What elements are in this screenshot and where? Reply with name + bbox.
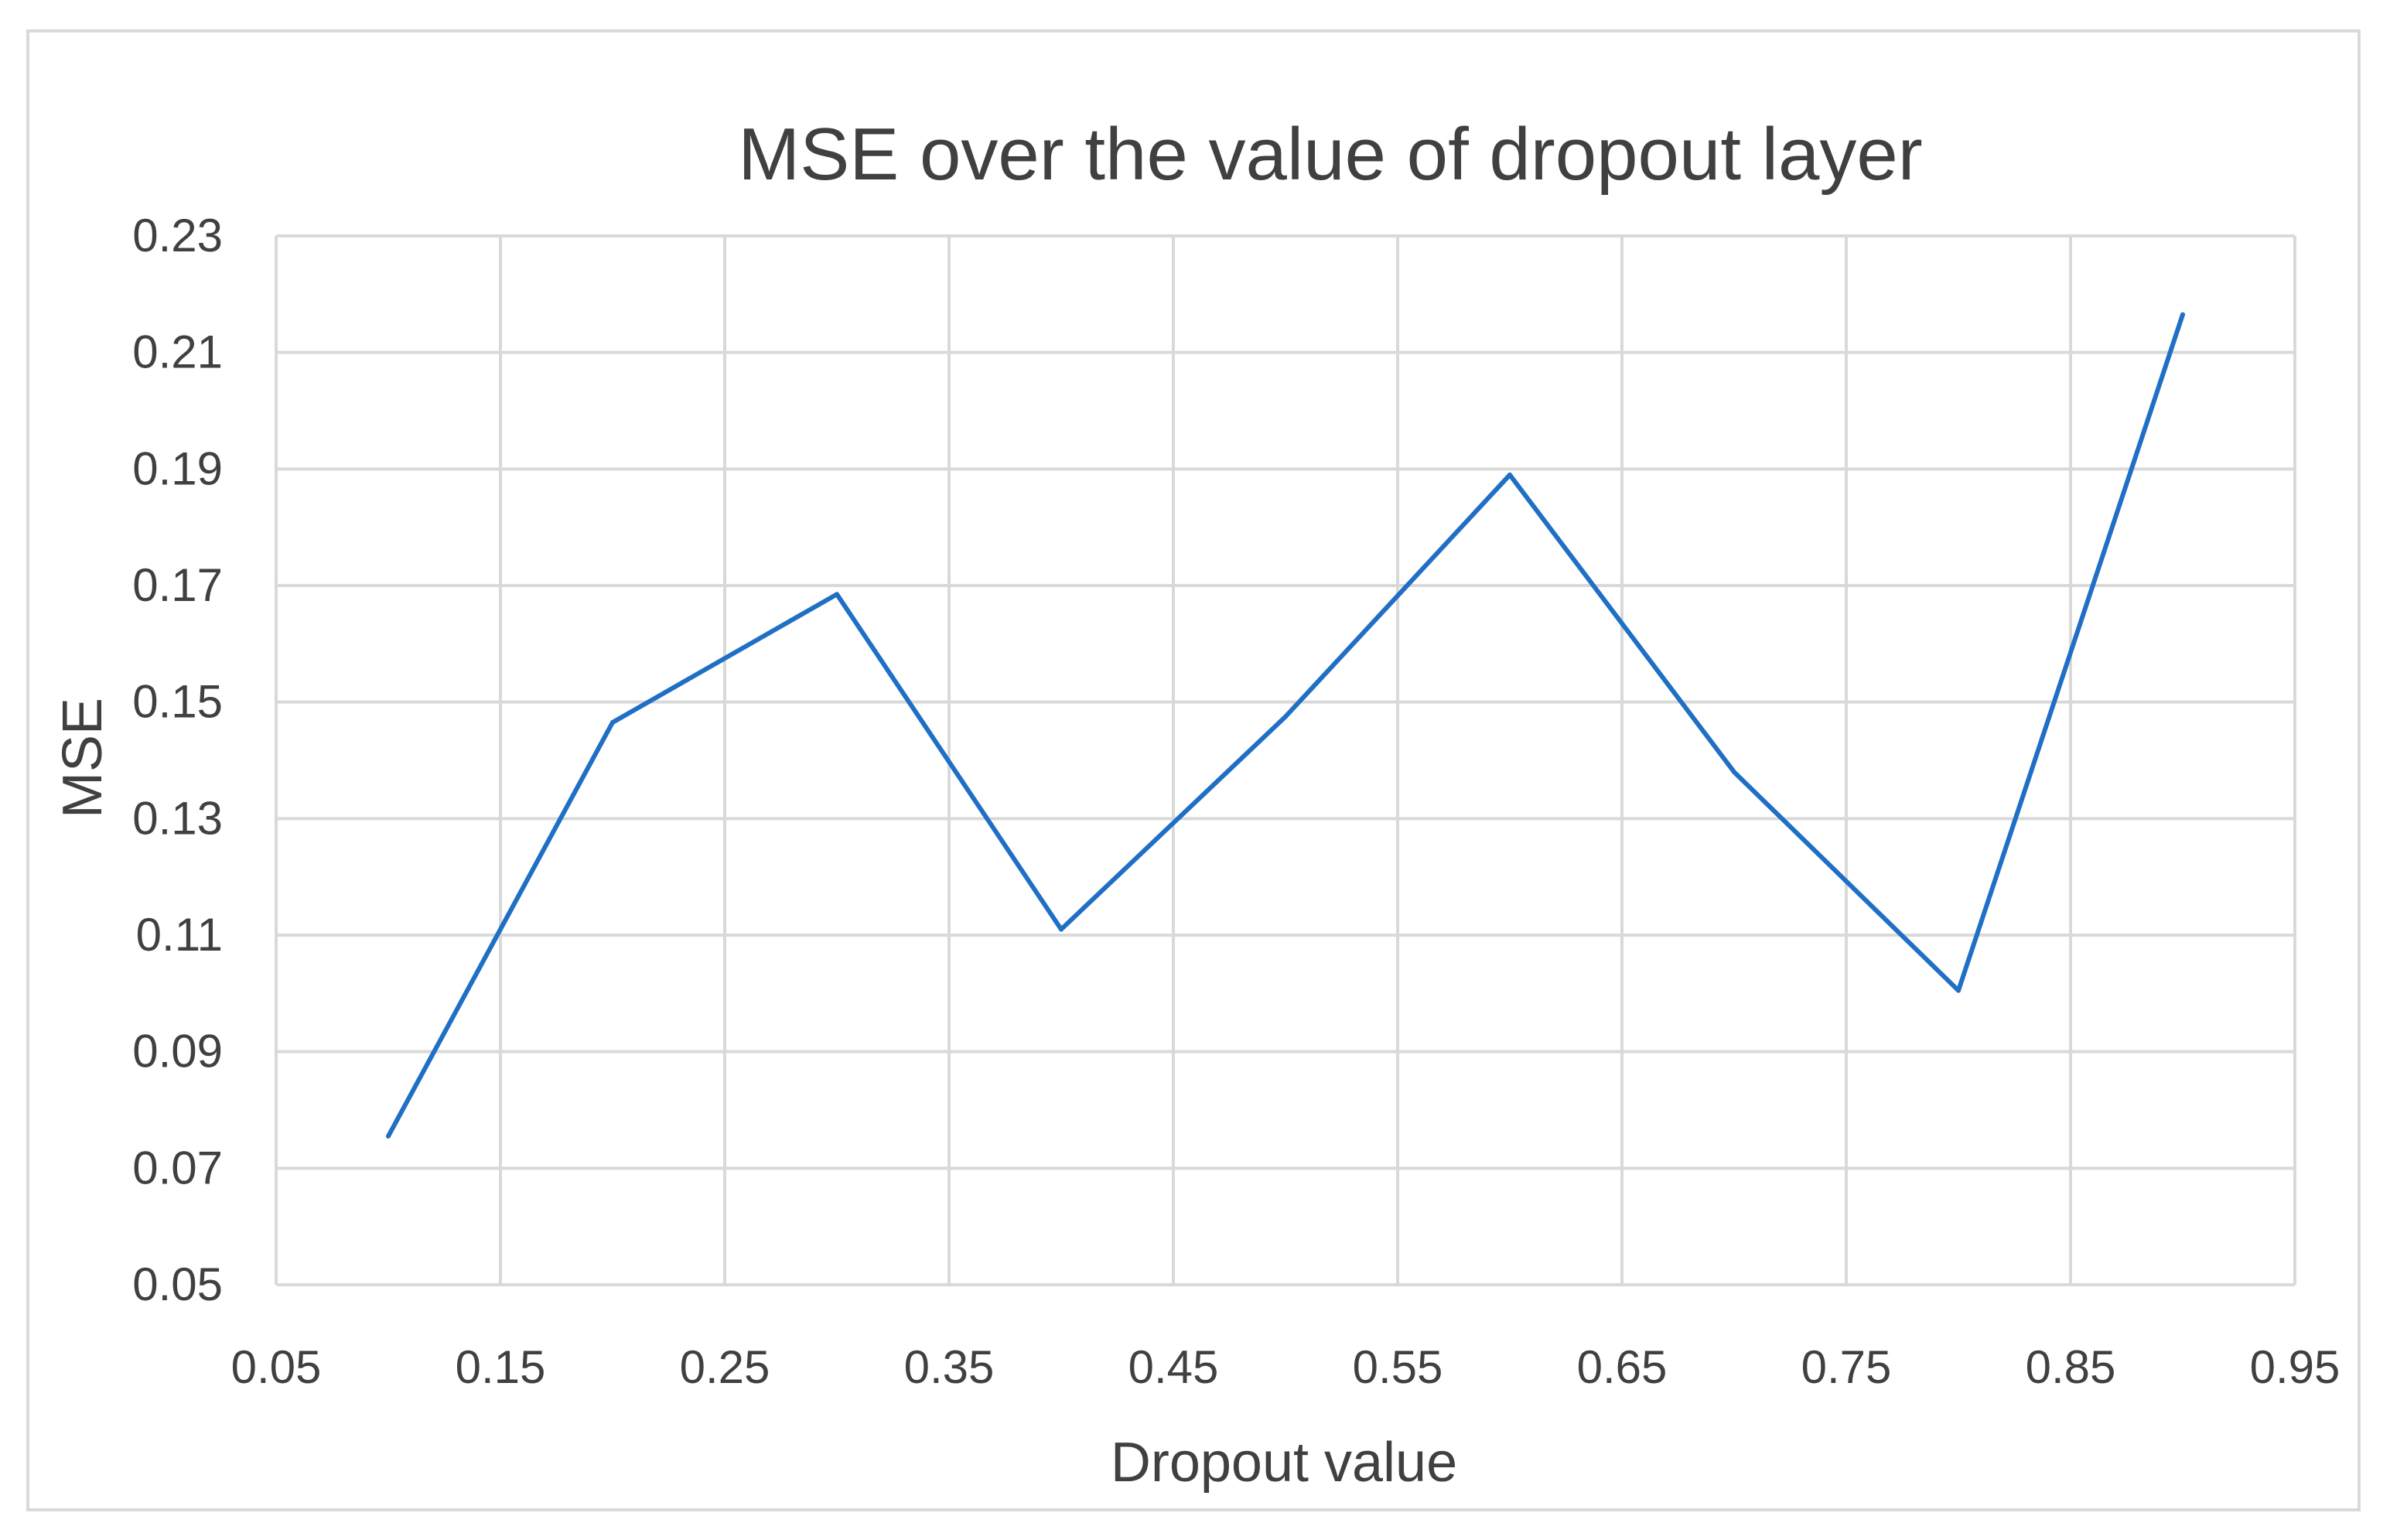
data-point — [386, 1133, 391, 1139]
y-tick-label: 0.17 — [132, 559, 223, 611]
data-point — [1059, 927, 1064, 932]
x-tick-label: 0.15 — [456, 1341, 546, 1393]
series-line — [386, 312, 2185, 1139]
y-tick-label: 0.05 — [132, 1258, 223, 1310]
y-tick-label: 0.15 — [132, 676, 223, 728]
x-tick-label: 0.95 — [2250, 1341, 2340, 1393]
y-tick-label: 0.11 — [136, 909, 223, 961]
data-point — [2180, 312, 2185, 317]
y-tick-label: 0.09 — [132, 1026, 223, 1077]
gridlines — [275, 234, 2296, 1286]
data-point — [1507, 472, 1512, 477]
y-tick-label: 0.19 — [132, 442, 223, 494]
y-axis-title: MSE — [52, 698, 114, 818]
x-tick-label: 0.35 — [904, 1341, 995, 1393]
series-lines — [386, 312, 2185, 1139]
x-tick-label: 0.65 — [1577, 1341, 1668, 1393]
data-point — [610, 720, 615, 726]
x-tick-label: 0.45 — [1128, 1341, 1219, 1393]
y-tick-label: 0.23 — [132, 210, 223, 261]
data-point — [835, 592, 839, 597]
chart-title: MSE over the value of dropout layer — [738, 113, 1923, 196]
chart-area — [26, 29, 2361, 1511]
x-tick-label: 0.05 — [231, 1341, 322, 1393]
x-tick-label: 0.85 — [2026, 1341, 2116, 1393]
x-tick-label: 0.25 — [680, 1341, 770, 1393]
x-axis-title: Dropout value — [1111, 1432, 1457, 1494]
y-tick-label: 0.13 — [132, 792, 223, 844]
y-tick-label: 0.21 — [132, 326, 223, 378]
x-tick-label: 0.55 — [1353, 1341, 1443, 1393]
x-tick-label: 0.75 — [1801, 1341, 1892, 1393]
data-point — [1956, 988, 1961, 993]
x-axis-tick-labels: 0.05 0.15 0.25 0.35 0.45 0.55 0.65 0.75 0.85 0.95 — [231, 1341, 2340, 1393]
y-axis-tick-labels: 0.23 0.21 0.19 0.17 0.15 0.13 0.11 0.09 0.07 0.05 — [132, 210, 223, 1310]
data-point — [1283, 714, 1288, 719]
y-tick-label: 0.07 — [132, 1142, 223, 1193]
data-point — [1732, 770, 1736, 775]
